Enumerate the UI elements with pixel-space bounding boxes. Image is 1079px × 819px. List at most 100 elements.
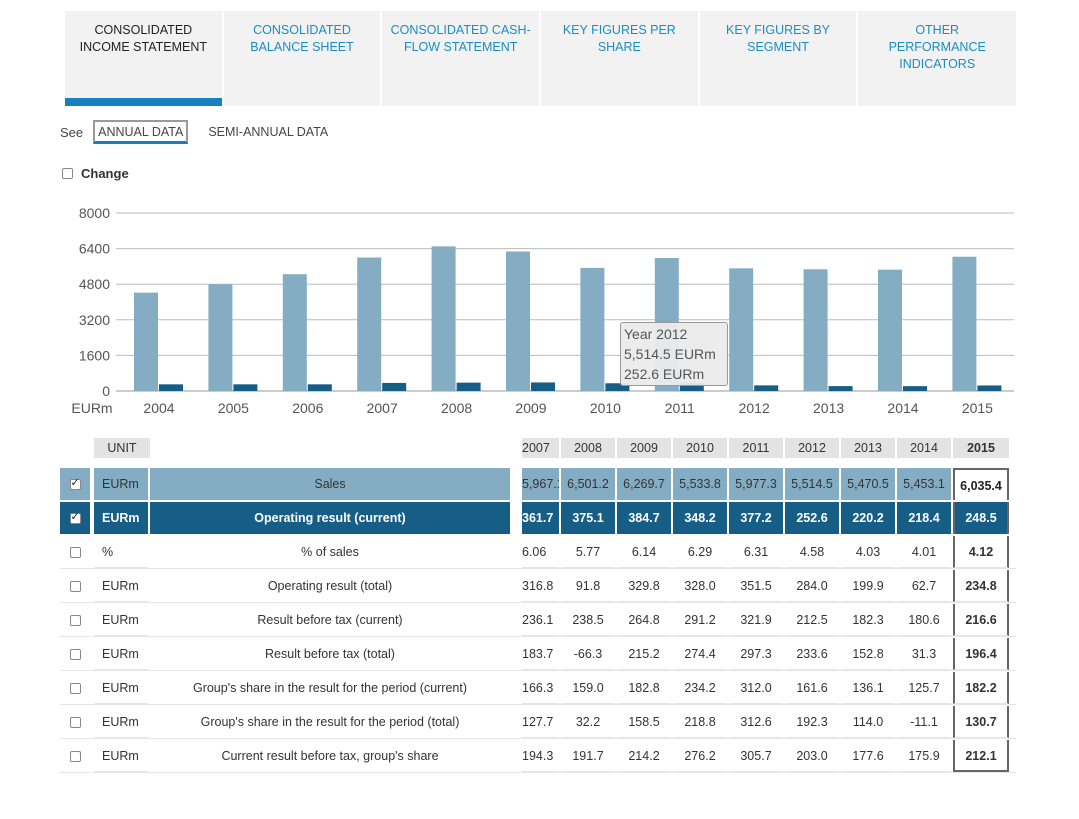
table-row: EURm Current result before tax, group's s… — [60, 740, 1016, 773]
cell-value: 5,533.8 — [673, 468, 727, 500]
cell-value: 203.0 — [785, 740, 839, 772]
tab-label: OTHER PERFORMANCE INDICATORS — [888, 23, 986, 71]
change-toggle[interactable]: Change — [62, 166, 129, 181]
y-axis-unit-label: EURm — [71, 400, 112, 416]
row-unit: EURm — [94, 570, 148, 602]
cell-value: 4.12 — [953, 536, 1009, 568]
row-unit: EURm — [94, 468, 148, 500]
row-checkbox[interactable] — [69, 510, 81, 524]
row-select-cell — [60, 536, 90, 568]
bar-operating-result-2008 — [456, 382, 481, 391]
row-label: Current result before tax, group's share — [150, 740, 510, 773]
cell-value: 316.8 — [522, 570, 559, 602]
cell-value: 218.4 — [897, 502, 951, 534]
bar-operating-result-2005 — [233, 384, 258, 391]
row-label: Group's share in the result for the peri… — [150, 706, 510, 739]
cell-value: 351.5 — [729, 570, 783, 602]
cell-value: 291.2 — [673, 604, 727, 636]
row-checkbox[interactable] — [69, 750, 81, 762]
x-tick-label: 2014 — [887, 400, 918, 416]
tab-consolidated-cash-flow-statement[interactable]: CONSOLIDATED CASH- FLOW STATEMENT — [382, 11, 540, 106]
table-row: EURm Group's share in the result for the … — [60, 706, 1016, 739]
year-header-2012[interactable]: 2012 — [785, 438, 839, 458]
cell-value: 328.0 — [673, 570, 727, 602]
chart-tooltip: Year 2012 5,514.5 EURm 252.6 EURm — [620, 322, 728, 386]
year-header-2010[interactable]: 2010 — [673, 438, 727, 458]
table-row: EURm Result before tax (total) 183.7 -66.3 2… — [60, 638, 1016, 671]
x-tick-label: 2012 — [739, 400, 770, 416]
tab-label: CONSOLIDATED INCOME STATEMENT — [79, 23, 207, 54]
tab-consolidated-balance-sheet[interactable]: CONSOLIDATED BALANCE SHEET — [223, 11, 381, 106]
cell-value: 159.0 — [561, 672, 615, 704]
tab-key-figures-per-share[interactable]: KEY FIGURES PER SHARE — [541, 11, 698, 106]
cell-value: 6,035.4 — [953, 468, 1009, 500]
cell-value: 136.1 — [841, 672, 895, 704]
row-label: Group's share in the result for the peri… — [150, 672, 510, 705]
year-column-headers: 2007 2008 2009 2010 2011 2012 2013 2014 2015 — [522, 438, 1011, 458]
year-header-2014[interactable]: 2014 — [897, 438, 951, 458]
row-checkbox[interactable] — [69, 682, 81, 694]
annual-data-button[interactable]: ANNUAL DATA — [93, 120, 189, 144]
bar-operating-result-2011 — [679, 382, 704, 391]
x-tick-label: 2006 — [292, 400, 323, 416]
tooltip-line: 5,514.5 EURm — [624, 346, 716, 362]
row-checkbox[interactable] — [69, 716, 81, 728]
cell-value: 183.7 — [522, 638, 559, 670]
year-header-2008[interactable]: 2008 — [561, 438, 615, 458]
row-checkbox[interactable] — [69, 476, 81, 490]
cell-value: 177.6 — [841, 740, 895, 772]
cell-value: 5,977.3 — [729, 468, 783, 500]
tab-key-figures-by-segment[interactable]: KEY FIGURES BY SEGMENT — [699, 11, 857, 106]
row-values: 236.1 238.5 264.8 291.2 321.9 212.5 182.3 180.6… — [522, 604, 1009, 636]
cell-value: 6.06 — [522, 536, 559, 568]
y-tick-label: 8000 — [79, 205, 110, 221]
tab-label: KEY FIGURES BY SEGMENT — [726, 23, 830, 54]
year-header-2007[interactable]: 2007 — [522, 438, 559, 458]
row-checkbox[interactable] — [69, 648, 81, 660]
cell-value: 32.2 — [561, 706, 615, 738]
cell-value: 182.8 — [617, 672, 671, 704]
semi-annual-data-button[interactable]: SEMI-ANNUAL DATA — [208, 125, 329, 139]
cell-value: 218.8 — [673, 706, 727, 738]
x-tick-label: 2008 — [441, 400, 472, 416]
row-checkbox[interactable] — [69, 546, 81, 558]
row-checkbox[interactable] — [69, 580, 81, 592]
cell-value: 377.2 — [729, 502, 783, 534]
bar-chart: 0 1600 3200 4800 6400 8000 EURm 2004 2005 2006 200… — [71, 205, 1014, 416]
y-tick-label: 1600 — [79, 347, 110, 363]
row-values: 127.7 32.2 158.5 218.8 312.6 192.3 114.0 -11.1 1… — [522, 706, 1009, 738]
row-checkbox[interactable] — [69, 614, 81, 626]
x-tick-label: 2011 — [665, 400, 695, 416]
cell-value: 321.9 — [729, 604, 783, 636]
cell-value: 233.6 — [785, 638, 839, 670]
row-label: Result before tax (total) — [150, 638, 510, 671]
year-header-2015[interactable]: 2015 — [953, 438, 1009, 458]
year-header-2009[interactable]: 2009 — [617, 438, 671, 458]
x-tick-label: 2004 — [143, 400, 174, 416]
cell-value: 216.6 — [953, 604, 1009, 636]
row-label: % of sales — [150, 536, 510, 569]
year-header-2013[interactable]: 2013 — [841, 438, 895, 458]
row-select-cell — [60, 502, 90, 534]
bar-operating-result-2007 — [382, 382, 407, 391]
bar-sales-2008 — [431, 246, 456, 391]
year-header-2011[interactable]: 2011 — [729, 438, 783, 458]
change-checkbox[interactable] — [62, 168, 73, 179]
y-tick-label: 0 — [102, 383, 110, 399]
row-select-cell — [60, 604, 90, 636]
tab-consolidated-income-statement[interactable]: CONSOLIDATED INCOME STATEMENT — [65, 11, 222, 106]
cell-value: 375.1 — [561, 502, 615, 534]
row-unit: % — [94, 536, 148, 568]
cell-value: 6.29 — [673, 536, 727, 568]
table-row: EURm Result before tax (current) 236.1 238.… — [60, 604, 1016, 637]
tab-other-performance-indicators[interactable]: OTHER PERFORMANCE INDICATORS — [858, 11, 1017, 106]
cell-value: 158.5 — [617, 706, 671, 738]
row-unit: EURm — [94, 706, 148, 738]
cell-value: 182.2 — [953, 672, 1009, 704]
table-row: EURm Group's share in the result for the … — [60, 672, 1016, 705]
cell-value: 220.2 — [841, 502, 895, 534]
y-tick-label: 6400 — [79, 241, 110, 257]
bar-sales-2014 — [878, 269, 902, 391]
cell-value: 62.7 — [897, 570, 951, 602]
row-values: 6.06 5.77 6.14 6.29 6.31 4.58 4.03 4.01 4.12 — [522, 536, 1009, 568]
